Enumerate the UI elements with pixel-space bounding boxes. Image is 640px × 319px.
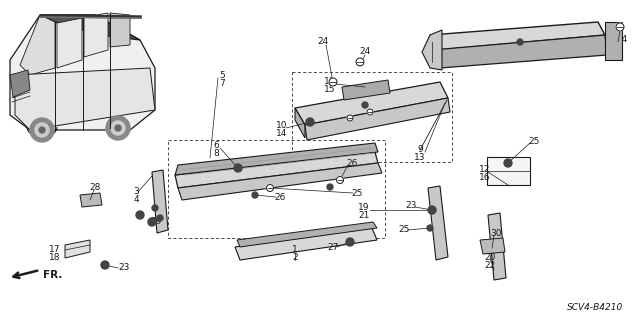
- Text: 29: 29: [150, 218, 162, 226]
- Circle shape: [362, 102, 368, 108]
- Polygon shape: [428, 186, 448, 260]
- Circle shape: [346, 238, 354, 246]
- Text: 5: 5: [219, 70, 225, 79]
- Polygon shape: [40, 15, 140, 40]
- Circle shape: [266, 184, 273, 191]
- Circle shape: [252, 192, 258, 198]
- Text: 26: 26: [346, 159, 358, 167]
- Circle shape: [136, 211, 144, 219]
- Circle shape: [504, 159, 512, 167]
- Text: 28: 28: [90, 183, 100, 192]
- Polygon shape: [488, 213, 506, 280]
- Polygon shape: [342, 80, 390, 100]
- Polygon shape: [422, 30, 442, 70]
- Circle shape: [517, 39, 523, 45]
- Text: FR.: FR.: [43, 270, 62, 280]
- Text: 20: 20: [484, 253, 496, 262]
- Polygon shape: [15, 68, 155, 130]
- Text: 6: 6: [213, 140, 219, 150]
- Text: 24: 24: [616, 35, 628, 44]
- Text: 15: 15: [324, 85, 336, 94]
- Circle shape: [306, 118, 314, 126]
- Circle shape: [148, 218, 156, 226]
- Circle shape: [106, 116, 130, 140]
- Polygon shape: [295, 82, 448, 125]
- Text: 2: 2: [292, 254, 298, 263]
- Polygon shape: [20, 15, 55, 75]
- Polygon shape: [480, 238, 505, 254]
- Circle shape: [337, 176, 344, 183]
- Text: 8: 8: [213, 149, 219, 158]
- Circle shape: [428, 206, 436, 214]
- Text: 3: 3: [133, 188, 139, 197]
- Circle shape: [356, 58, 364, 66]
- Polygon shape: [175, 152, 378, 188]
- Text: 16: 16: [479, 174, 491, 182]
- Circle shape: [111, 121, 125, 135]
- Polygon shape: [152, 170, 168, 233]
- Polygon shape: [295, 108, 305, 138]
- Text: 22: 22: [484, 261, 495, 270]
- Text: 24: 24: [360, 48, 371, 56]
- Polygon shape: [10, 15, 155, 130]
- Text: 18: 18: [49, 254, 61, 263]
- Text: 25: 25: [528, 137, 540, 145]
- Polygon shape: [235, 228, 377, 260]
- Circle shape: [115, 125, 121, 131]
- Text: 24: 24: [317, 38, 328, 47]
- Text: 23: 23: [405, 201, 417, 210]
- Polygon shape: [84, 13, 108, 57]
- Text: 25: 25: [351, 189, 363, 197]
- Circle shape: [367, 109, 373, 115]
- Polygon shape: [57, 18, 82, 68]
- Circle shape: [101, 261, 109, 269]
- Circle shape: [39, 127, 45, 133]
- Text: 14: 14: [276, 129, 288, 137]
- Text: 12: 12: [479, 166, 491, 174]
- Circle shape: [427, 225, 433, 231]
- Text: 17: 17: [49, 246, 61, 255]
- Polygon shape: [178, 163, 382, 200]
- Circle shape: [616, 23, 624, 31]
- Polygon shape: [110, 13, 130, 47]
- Polygon shape: [237, 222, 377, 247]
- Polygon shape: [10, 70, 30, 97]
- Polygon shape: [175, 143, 378, 175]
- Text: 30: 30: [490, 228, 502, 238]
- Circle shape: [327, 184, 333, 190]
- Circle shape: [157, 215, 163, 221]
- Text: 10: 10: [276, 121, 288, 130]
- Polygon shape: [305, 98, 450, 140]
- Polygon shape: [432, 35, 607, 68]
- Circle shape: [152, 205, 158, 211]
- Text: 13: 13: [414, 152, 426, 161]
- Text: 23: 23: [118, 263, 130, 271]
- Circle shape: [30, 118, 54, 142]
- Polygon shape: [605, 22, 622, 60]
- Text: 7: 7: [219, 78, 225, 87]
- Text: 4: 4: [133, 196, 139, 204]
- Text: 26: 26: [275, 192, 285, 202]
- Circle shape: [234, 164, 242, 172]
- Text: 11: 11: [324, 78, 336, 86]
- Polygon shape: [487, 157, 530, 185]
- Text: SCV4-B4210: SCV4-B4210: [567, 303, 623, 313]
- Text: 1: 1: [292, 246, 298, 255]
- Text: 9: 9: [417, 145, 423, 153]
- Polygon shape: [65, 240, 90, 258]
- Circle shape: [347, 115, 353, 121]
- Text: 27: 27: [327, 243, 339, 253]
- Circle shape: [329, 78, 337, 86]
- Text: 25: 25: [398, 226, 410, 234]
- Text: 19: 19: [358, 203, 370, 211]
- Circle shape: [35, 123, 49, 137]
- Polygon shape: [430, 22, 605, 50]
- Text: 21: 21: [358, 211, 370, 219]
- Polygon shape: [80, 193, 102, 207]
